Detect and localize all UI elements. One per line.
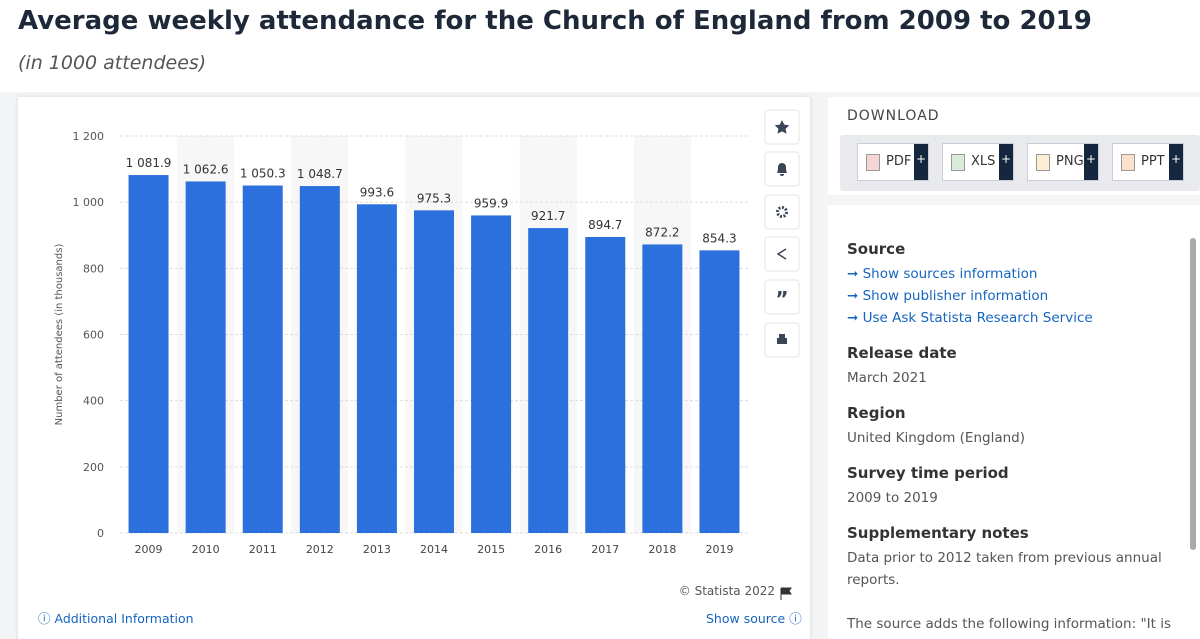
data-label: 1 062.6 — [183, 162, 229, 176]
y-tick-label: 0 — [97, 527, 104, 540]
button-label: PPT — [1141, 154, 1165, 169]
bar — [585, 237, 626, 533]
bar — [414, 210, 454, 533]
detail-text: 2009 to 2019 — [847, 490, 938, 506]
x-tick-label: 2018 — [648, 543, 676, 556]
bar — [471, 215, 512, 533]
button-label: PDF — [886, 154, 912, 169]
download-button[interactable]: PPT + — [1112, 143, 1184, 181]
bar — [528, 228, 569, 533]
x-tick-label: 2014 — [420, 543, 448, 556]
page-subtitle: (in 1000 attendees) — [18, 52, 207, 74]
info-card — [828, 205, 1200, 639]
flag-icon — [780, 587, 792, 600]
file-icon — [951, 154, 965, 171]
y-tick-label: 800 — [83, 262, 104, 275]
link-text: Show sources information — [862, 266, 1038, 282]
show-source-link[interactable]: Show source ⓘ — [706, 611, 802, 626]
plus-tab: + — [1084, 144, 1098, 180]
quote-icon: ” — [775, 287, 788, 311]
x-tick-label: 2015 — [477, 543, 505, 556]
detail-heading: Region — [847, 404, 906, 422]
detail-text: The source adds the following informatio… — [847, 616, 1171, 632]
credit: © Statista 2022 — [679, 584, 775, 598]
scrollbar[interactable] — [1190, 238, 1196, 550]
bell-icon — [777, 163, 787, 176]
x-tick-label: 2017 — [591, 543, 619, 556]
download-button[interactable]: PNG + — [1027, 143, 1099, 181]
detail-heading: Release date — [847, 344, 957, 362]
bar — [128, 175, 169, 533]
y-tick-label: 600 — [83, 329, 104, 342]
bar — [242, 185, 283, 533]
y-tick-label: 1 000 — [73, 196, 105, 209]
icon-button[interactable] — [764, 236, 800, 272]
bar — [642, 244, 683, 533]
bar — [299, 186, 340, 533]
x-tick-label: 2012 — [306, 543, 334, 556]
header-bg — [0, 0, 1200, 92]
icon-button[interactable] — [764, 194, 800, 230]
link-text: Show source — [706, 611, 786, 626]
detail-text: March 2021 — [847, 370, 927, 386]
data-label: 894.7 — [588, 218, 622, 232]
x-tick-label: 2010 — [192, 543, 220, 556]
data-label: 975.3 — [417, 191, 451, 205]
button-label: PNG — [1056, 154, 1084, 169]
share-icon — [776, 248, 787, 260]
plus-tab: + — [1169, 144, 1183, 180]
detail-heading: Supplementary notes — [847, 524, 1029, 542]
x-tick-label: 2009 — [135, 543, 163, 556]
plus-tab: + — [999, 144, 1013, 180]
detail-link[interactable]: ➞ Use Ask Statista Research Service — [847, 310, 1093, 326]
download-button[interactable]: PDF + — [857, 143, 929, 181]
data-label: 1 050.3 — [240, 167, 286, 181]
x-tick-label: 2016 — [534, 543, 562, 556]
data-label: 993.6 — [360, 185, 394, 199]
additional-info-link[interactable]: ⓘ Additional Information — [38, 611, 194, 626]
button-label: XLS — [971, 154, 996, 169]
download-button[interactable]: XLS + — [942, 143, 1014, 181]
data-label: 854.3 — [702, 231, 736, 245]
chart: 0 200 400 600 800 1 000 1 200 Number of attende… — [54, 109, 800, 600]
x-tick-label: 2011 — [249, 543, 277, 556]
icon-button[interactable] — [764, 279, 800, 315]
plus-tab: + — [914, 144, 928, 180]
link-text: Use Ask Statista Research Service — [862, 310, 1093, 326]
data-label: 1 081.9 — [126, 156, 172, 170]
file-icon — [1036, 154, 1050, 171]
gear-icon — [776, 206, 788, 218]
data-label: 921.7 — [531, 209, 565, 223]
x-tick-label: 2013 — [363, 543, 391, 556]
y-tick-label: 200 — [83, 461, 104, 474]
star-icon — [774, 120, 790, 134]
x-tick-label: 2019 — [705, 543, 733, 556]
data-label: 872.2 — [645, 225, 679, 239]
file-icon — [866, 154, 880, 171]
file-icon — [1121, 154, 1135, 171]
detail-link[interactable]: ➞ Show publisher information — [847, 288, 1049, 304]
data-label: 959.9 — [474, 196, 508, 210]
y-tick-label: 400 — [83, 395, 104, 408]
y-tick-label: 1 200 — [73, 130, 105, 143]
print-icon — [777, 334, 787, 344]
detail-text: Data prior to 2012 taken from previous a… — [847, 550, 1162, 588]
y-axis-label: Number of attendees (in thousands) — [54, 244, 65, 426]
data-label: 1 048.7 — [297, 167, 343, 181]
bar — [699, 250, 740, 533]
detail-heading: Survey time period — [847, 464, 1009, 482]
download-title: DOWNLOAD — [847, 108, 940, 124]
link-text: Additional Information — [54, 611, 194, 626]
detail-link[interactable]: ➞ Show sources information — [847, 266, 1038, 282]
link-text: Show publisher information — [862, 288, 1049, 304]
page-title: Average weekly attendance for the Church… — [18, 6, 1092, 36]
detail-text: United Kingdom (England) — [847, 430, 1025, 446]
detail-heading: Source — [847, 240, 906, 258]
bar — [356, 204, 397, 533]
bar — [185, 181, 226, 534]
